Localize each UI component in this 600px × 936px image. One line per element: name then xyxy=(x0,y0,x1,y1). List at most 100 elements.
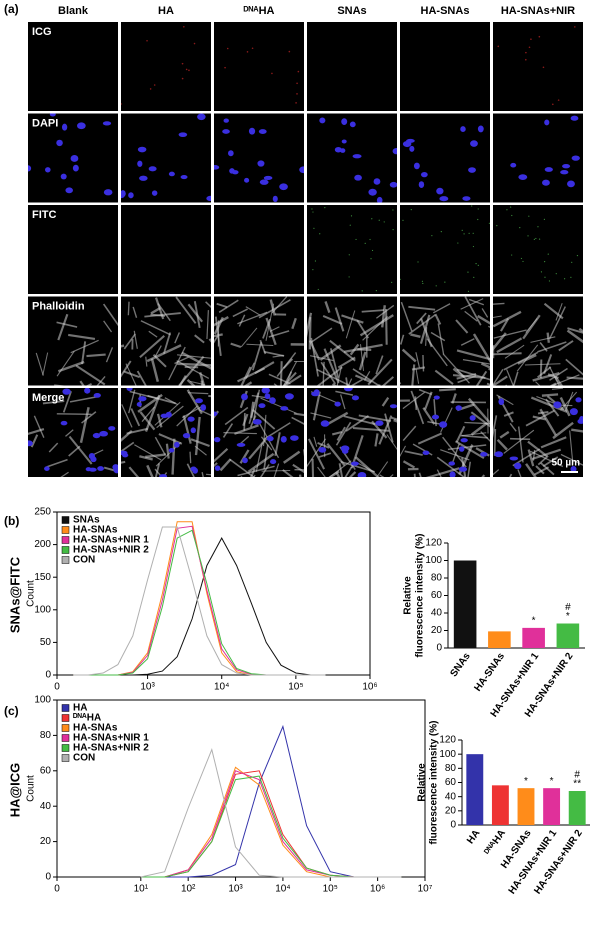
nucleus xyxy=(351,395,360,401)
speck xyxy=(319,233,321,235)
speck xyxy=(431,235,433,237)
speck xyxy=(185,68,188,71)
fiber xyxy=(400,301,413,332)
fiber xyxy=(81,411,97,424)
legend-label: SNAs xyxy=(73,515,100,526)
fiber xyxy=(408,305,436,311)
nucleus xyxy=(498,398,505,406)
speck xyxy=(375,290,377,292)
fiber xyxy=(163,332,172,355)
speck xyxy=(296,93,298,95)
fiber xyxy=(156,413,163,428)
fiber xyxy=(224,406,249,426)
fiber xyxy=(439,388,456,392)
fiber xyxy=(316,368,351,386)
fiber xyxy=(317,466,326,477)
fiber xyxy=(214,315,229,327)
y-tick-label: 20 xyxy=(431,625,443,636)
fiber xyxy=(294,468,304,471)
fiber xyxy=(322,315,343,325)
fiber xyxy=(194,445,207,456)
fiber xyxy=(140,320,171,336)
fiber xyxy=(121,404,133,428)
histogram-line xyxy=(140,770,402,878)
fiber xyxy=(317,441,330,449)
bar xyxy=(488,631,511,648)
micrograph xyxy=(493,113,583,203)
fiber xyxy=(539,359,543,379)
nucleus xyxy=(494,451,504,458)
legend-swatch xyxy=(61,714,70,722)
x-tick-label: 10³ xyxy=(140,682,155,693)
micrograph: 50 µm xyxy=(493,388,583,477)
fiber xyxy=(455,425,466,443)
fiber xyxy=(279,361,283,386)
micrograph: Phalloidin xyxy=(28,296,118,386)
nucleus xyxy=(350,461,359,466)
fiber xyxy=(358,351,367,371)
speck xyxy=(527,235,529,237)
fiber xyxy=(194,416,201,456)
nucleus xyxy=(190,427,196,434)
micrograph xyxy=(400,113,490,203)
speck xyxy=(226,47,229,50)
micrograph-bg xyxy=(307,205,397,294)
speck xyxy=(181,62,184,65)
fiber xyxy=(123,333,136,350)
fiber xyxy=(260,397,297,414)
fiber xyxy=(549,306,566,340)
y-tick-label: 120 xyxy=(439,735,456,746)
x-tick-label: 10⁴ xyxy=(214,682,229,693)
fiber xyxy=(240,366,252,386)
fiber xyxy=(105,347,114,363)
fiber xyxy=(79,380,85,386)
fiber xyxy=(307,438,326,470)
fiber xyxy=(75,364,106,386)
nucleus xyxy=(113,466,118,474)
x-tick-label: 10¹ xyxy=(134,884,149,895)
speck xyxy=(296,82,298,85)
fiber xyxy=(146,344,182,363)
fiber xyxy=(472,333,490,364)
fiber xyxy=(274,432,281,456)
speck xyxy=(509,206,512,208)
nucleus xyxy=(560,170,569,175)
fiber xyxy=(402,460,416,469)
micrograph xyxy=(493,205,583,294)
fiber xyxy=(56,413,92,416)
fiber xyxy=(252,342,263,371)
significance-mark: * xyxy=(550,776,554,787)
fiber xyxy=(537,366,552,379)
nucleus xyxy=(259,179,269,185)
nucleus xyxy=(97,466,105,471)
fiber xyxy=(509,473,513,477)
nucleus xyxy=(469,415,476,421)
nucleus xyxy=(214,437,221,443)
fiber xyxy=(121,429,133,442)
speck xyxy=(555,273,557,275)
speck xyxy=(564,278,566,280)
fiber xyxy=(375,355,384,375)
nucleus xyxy=(354,174,362,181)
nucleus xyxy=(266,435,274,442)
fiber xyxy=(578,327,583,333)
nucleus xyxy=(28,165,32,172)
speck xyxy=(525,51,527,54)
fiber xyxy=(527,449,535,467)
fiber xyxy=(249,401,255,418)
fiber xyxy=(413,473,416,477)
nucleus xyxy=(272,195,278,202)
fiber xyxy=(42,400,65,405)
fiber xyxy=(154,436,166,456)
fiber xyxy=(65,429,74,437)
nucleus xyxy=(77,122,86,130)
fiber xyxy=(154,468,163,477)
row-label: FITC xyxy=(32,209,56,221)
nucleus xyxy=(449,471,456,477)
fiber xyxy=(419,314,431,344)
speck xyxy=(467,271,469,273)
fiber xyxy=(542,456,559,467)
nucleus xyxy=(264,393,271,400)
nucleus xyxy=(319,117,326,124)
fiber xyxy=(475,370,488,386)
